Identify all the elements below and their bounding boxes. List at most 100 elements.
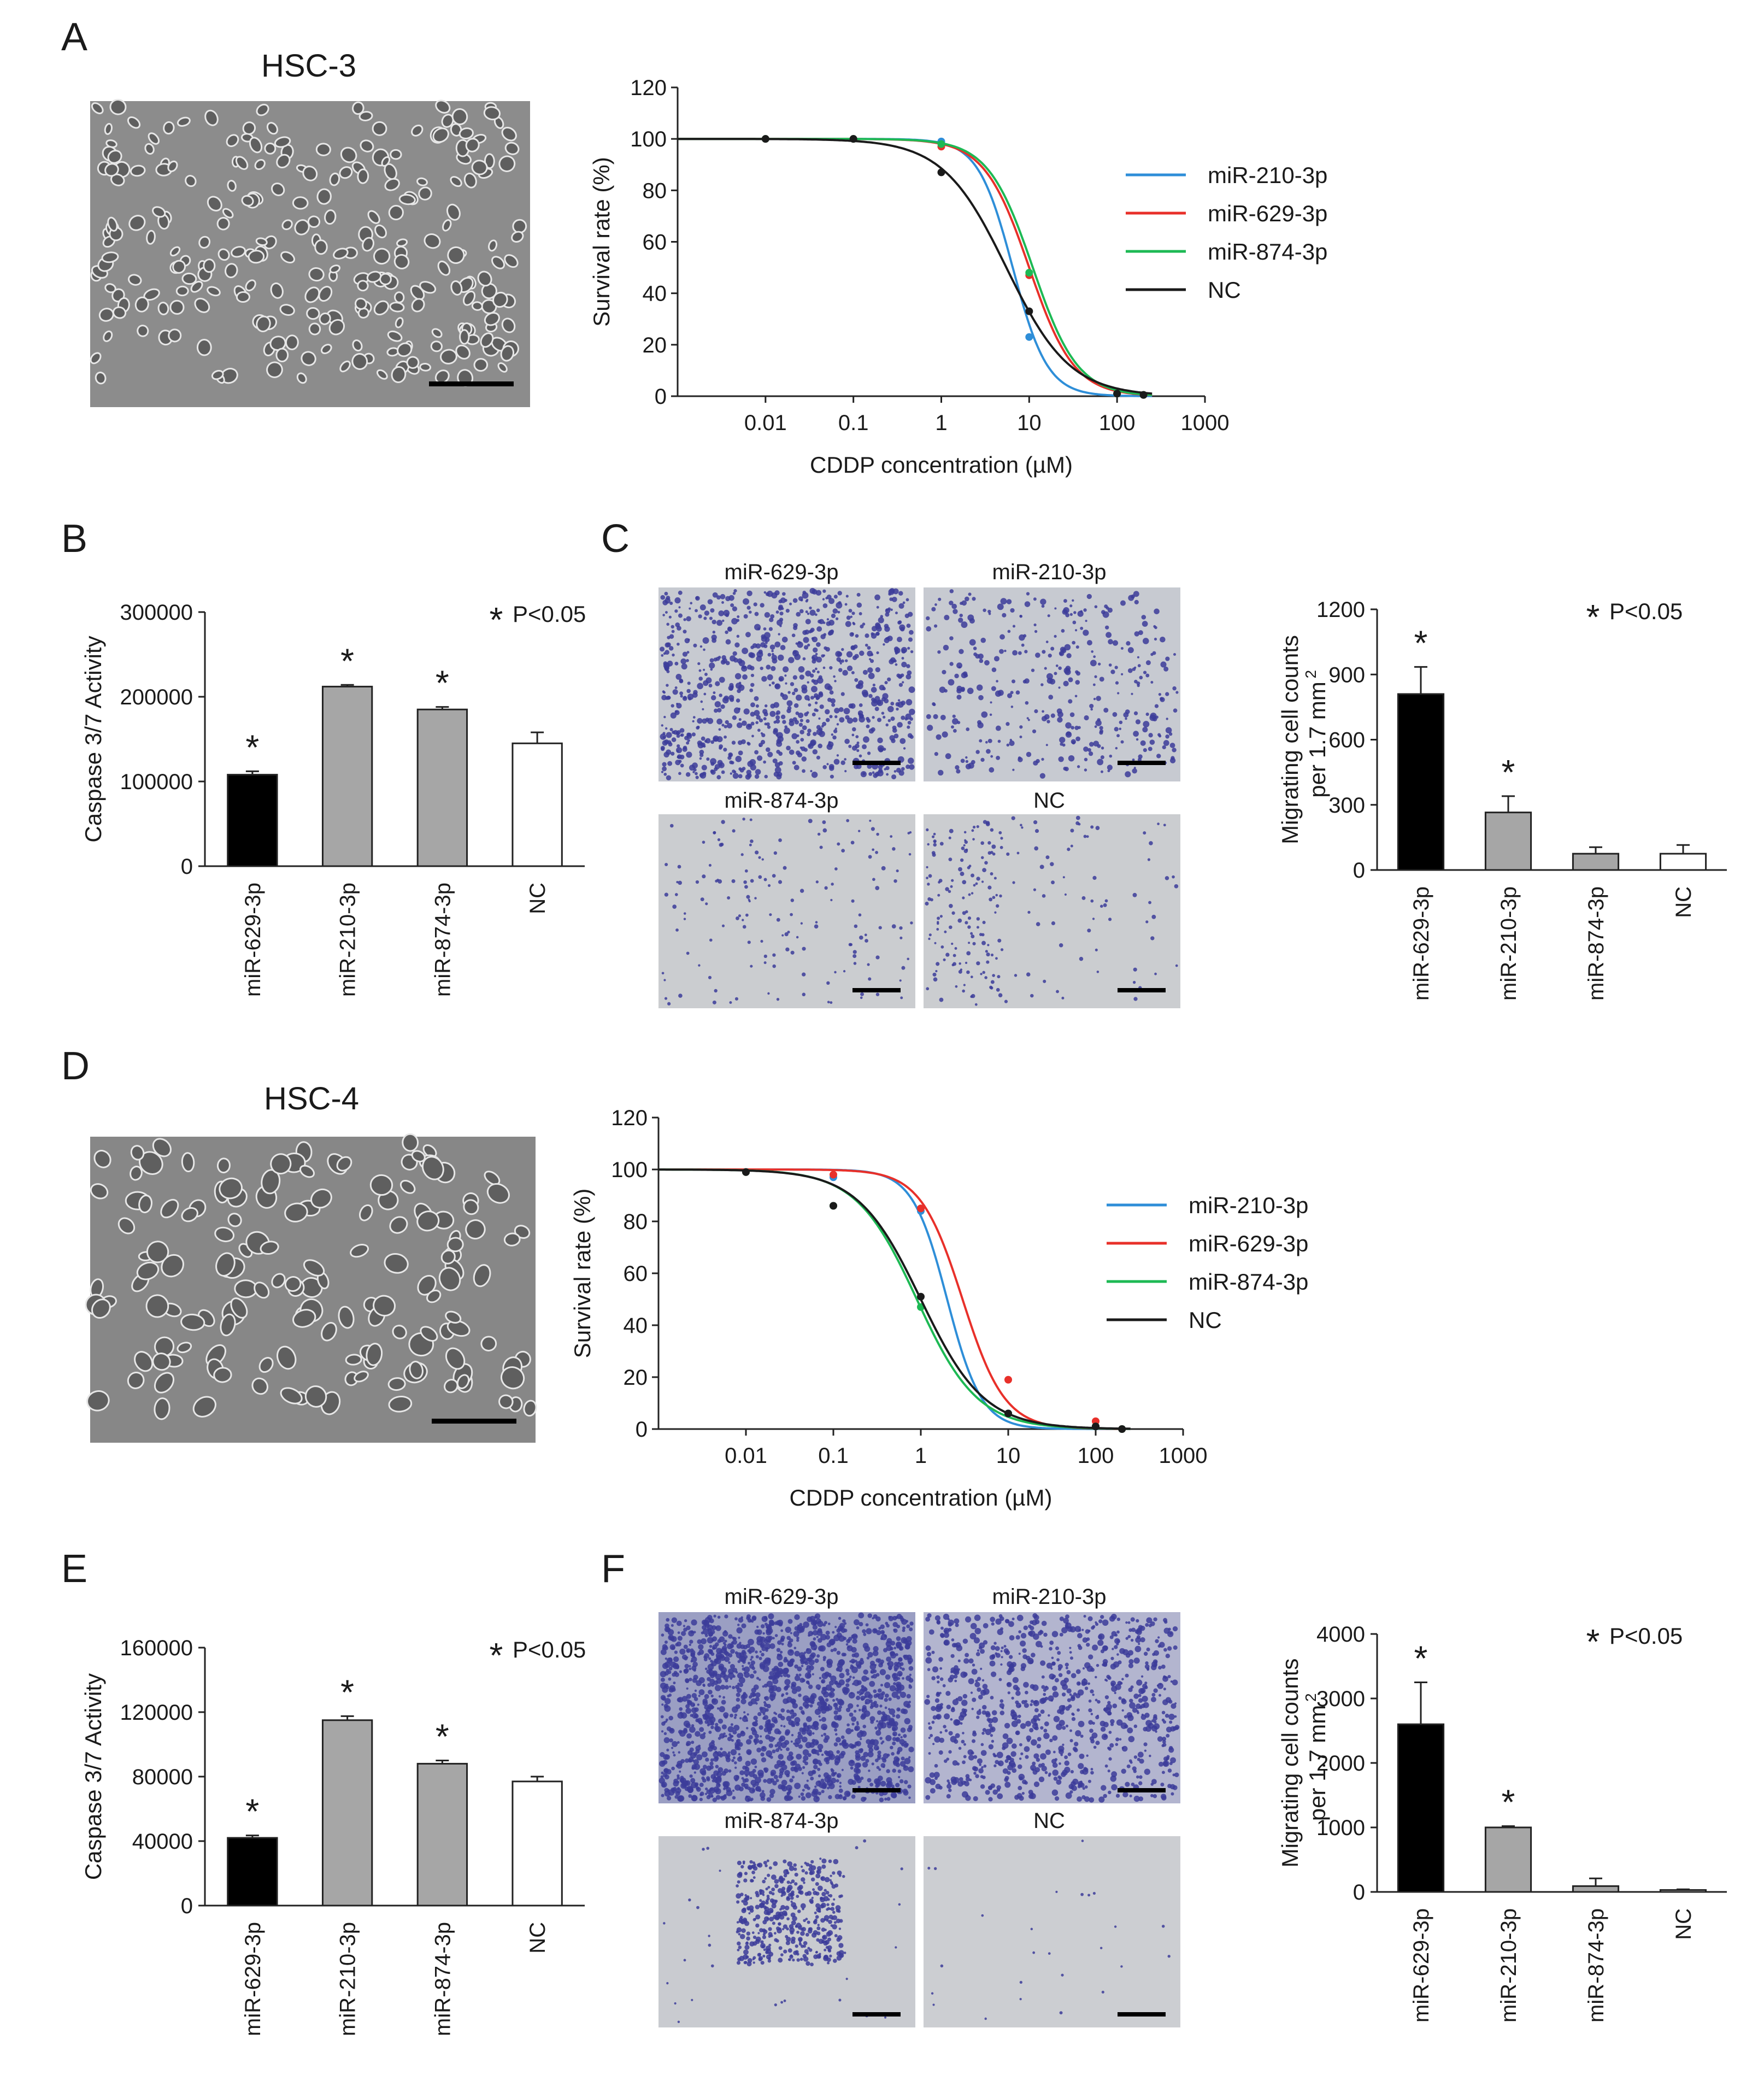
stained-cell	[752, 1721, 757, 1726]
stained-cell	[972, 1730, 977, 1734]
stained-cell	[1076, 1681, 1081, 1686]
stained-cell	[875, 850, 879, 854]
stained-cell	[771, 649, 774, 652]
stained-cell	[952, 954, 956, 957]
stained-cell	[686, 659, 689, 662]
stained-cell	[1012, 650, 1018, 656]
stained-cell	[773, 1719, 778, 1724]
cell	[172, 260, 186, 274]
stained-cell	[994, 911, 997, 914]
stained-cell	[718, 1663, 725, 1669]
stained-cell	[1024, 1703, 1029, 1708]
stained-cell	[674, 1650, 678, 1654]
stained-cell	[959, 649, 964, 654]
stained-cell	[1075, 821, 1080, 825]
stained-cell	[791, 1701, 796, 1705]
stained-cell	[661, 1730, 664, 1733]
stained-cell	[1152, 1653, 1156, 1656]
stained-cell	[709, 616, 713, 620]
stained-cell	[909, 1673, 912, 1677]
stained-cell	[801, 1625, 805, 1630]
cell	[373, 1295, 396, 1316]
stained-cell	[708, 975, 712, 979]
stained-cell	[901, 1743, 905, 1747]
stained-cell	[1167, 1768, 1172, 1773]
stained-cell	[671, 1624, 674, 1627]
cell	[419, 281, 437, 294]
stained-cell	[699, 773, 704, 778]
stained-cell	[1128, 1628, 1133, 1632]
stained-cell	[779, 1650, 783, 1654]
stained-cell	[772, 1637, 775, 1639]
stained-cell	[831, 733, 834, 736]
stained-cell	[967, 687, 974, 695]
stained-cell	[940, 1626, 944, 1630]
stained-cell	[1053, 1777, 1058, 1781]
stained-cell	[1015, 1690, 1021, 1696]
stained-cell	[661, 1703, 664, 1706]
stained-cell	[821, 1858, 827, 1864]
stained-cell	[709, 658, 714, 663]
stained-cell	[1084, 715, 1089, 721]
stained-cell	[761, 1757, 767, 1763]
stained-cell	[1106, 632, 1112, 638]
stained-cell	[948, 857, 952, 862]
stained-cell	[851, 1633, 858, 1640]
stained-cell	[879, 1704, 883, 1708]
stained-cell	[998, 1678, 1002, 1682]
stained-cell	[716, 595, 721, 600]
stained-cell	[962, 1694, 968, 1699]
stained-cell	[728, 753, 732, 757]
stained-cell	[1079, 1753, 1085, 1759]
stained-cell	[768, 1890, 773, 1895]
stained-cell	[814, 1725, 819, 1731]
stained-cell	[732, 1789, 735, 1792]
stained-cell	[934, 1763, 938, 1768]
cell	[373, 300, 390, 316]
stained-cell	[821, 1753, 824, 1756]
stained-cell	[834, 1626, 837, 1629]
stained-cell	[707, 599, 713, 605]
stained-cell	[1100, 770, 1103, 773]
stained-cell	[884, 1698, 888, 1702]
stained-cell	[907, 1784, 912, 1789]
stained-cell	[734, 1766, 737, 1769]
stained-cell	[750, 1798, 752, 1802]
stained-cell	[671, 1687, 676, 1692]
stained-cell	[721, 820, 725, 824]
stained-cell	[972, 838, 975, 841]
stained-cell	[799, 730, 804, 734]
stained-cell	[1165, 876, 1169, 880]
stained-cell	[791, 1733, 794, 1737]
stained-cell	[1172, 686, 1177, 691]
stained-cell	[767, 725, 771, 729]
cell	[154, 1397, 170, 1420]
stained-cell	[679, 1648, 686, 1655]
stained-cell	[1108, 918, 1112, 921]
stained-cell	[832, 735, 837, 740]
stained-cell	[1094, 605, 1098, 609]
stained-cell	[721, 724, 725, 727]
stained-cell	[976, 877, 980, 881]
stained-cell	[1050, 1667, 1053, 1670]
stained-cell	[898, 1733, 901, 1737]
stained-cell	[810, 1619, 818, 1626]
stained-cell	[663, 979, 666, 981]
scale-bar	[432, 1419, 516, 1424]
stained-cell	[965, 921, 968, 925]
stained-cell	[1025, 701, 1029, 705]
stained-cell	[773, 720, 777, 724]
stained-cell	[1136, 1775, 1139, 1779]
stained-cell	[999, 894, 1002, 898]
stained-cell	[665, 862, 668, 867]
stained-cell	[702, 1778, 707, 1783]
stained-cell	[1064, 644, 1071, 651]
cell	[136, 1261, 160, 1280]
stained-cell	[761, 1790, 765, 1793]
stained-cell	[954, 1679, 957, 1683]
stained-cell	[721, 1724, 727, 1730]
stained-cell	[815, 1873, 821, 1879]
stained-cell	[796, 1636, 799, 1640]
stained-cell	[749, 1663, 755, 1669]
stained-cell	[1031, 668, 1035, 672]
